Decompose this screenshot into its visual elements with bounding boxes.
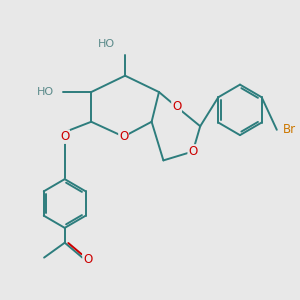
Text: O: O [172, 100, 181, 113]
Text: O: O [188, 145, 197, 158]
Text: O: O [119, 130, 128, 143]
Text: HO: HO [37, 87, 54, 97]
Text: O: O [83, 253, 92, 266]
Text: O: O [188, 145, 197, 158]
Text: O: O [83, 253, 92, 266]
Text: O: O [172, 100, 181, 113]
Text: O: O [60, 130, 69, 143]
Text: O: O [60, 130, 69, 143]
Text: HO: HO [37, 87, 54, 97]
Text: Br: Br [283, 123, 296, 136]
Text: HO: HO [98, 40, 115, 50]
Text: HO: HO [98, 40, 115, 50]
Text: O: O [119, 130, 128, 143]
Text: Br: Br [283, 123, 296, 136]
